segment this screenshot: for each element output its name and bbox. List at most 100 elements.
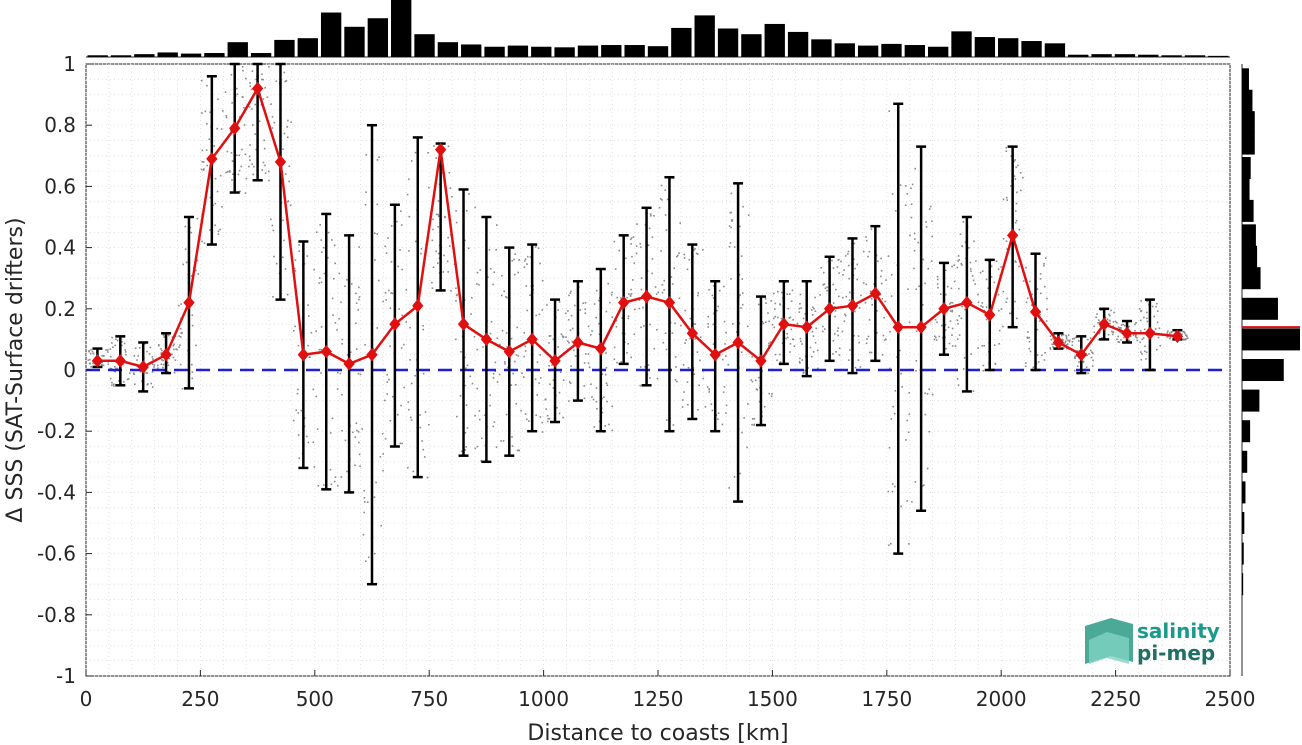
scatter-point xyxy=(526,309,529,312)
scatter-point xyxy=(1116,338,1118,341)
scatter-point xyxy=(420,247,423,250)
scatter-point xyxy=(526,418,528,421)
scatter-point xyxy=(1026,297,1029,300)
scatter-point xyxy=(222,110,224,112)
scatter-point xyxy=(853,334,855,337)
scatter-point xyxy=(272,229,275,232)
scatter-point xyxy=(739,472,741,475)
x-tick-label: 2250 xyxy=(1090,687,1141,711)
scatter-point xyxy=(856,263,859,266)
scatter-point xyxy=(261,73,263,76)
scatter-point xyxy=(1022,176,1024,179)
scatter-point xyxy=(168,357,171,360)
scatter-point xyxy=(799,337,802,340)
scatter-point xyxy=(287,119,289,122)
scatter-point xyxy=(770,395,773,398)
scatter-point xyxy=(649,323,651,326)
scatter-point xyxy=(136,359,138,361)
scatter-point xyxy=(449,187,452,189)
scatter-point xyxy=(1002,290,1005,293)
scatter-point xyxy=(883,316,885,319)
scatter-point xyxy=(961,245,963,248)
scatter-point xyxy=(1020,189,1022,192)
scatter-point xyxy=(479,269,482,271)
scatter-point xyxy=(704,406,707,408)
scatter-point xyxy=(665,348,668,351)
scatter-point xyxy=(307,344,309,347)
scatter-point xyxy=(1123,336,1125,339)
scatter-point xyxy=(1117,335,1120,338)
scatter-point xyxy=(396,413,399,416)
scatter-point xyxy=(838,354,841,356)
scatter-point xyxy=(951,301,954,304)
scatter-point xyxy=(435,157,437,159)
scatter-point xyxy=(241,148,243,151)
scatter-point xyxy=(407,466,409,469)
scatter-point xyxy=(151,356,154,358)
scatter-point xyxy=(699,336,702,339)
scatter-point xyxy=(473,335,476,338)
scatter-point xyxy=(890,418,893,420)
scatter-point xyxy=(189,226,192,229)
scatter-point xyxy=(495,224,498,226)
x-tick-label: 250 xyxy=(181,687,219,711)
scatter-point xyxy=(764,297,767,300)
scatter-point xyxy=(629,295,632,297)
scatter-point xyxy=(1053,338,1055,341)
scatter-point xyxy=(1155,305,1157,308)
data-point xyxy=(846,298,859,313)
data-point xyxy=(274,155,287,169)
y-tick-label: 0.2 xyxy=(44,297,76,321)
scatter-point xyxy=(1005,301,1008,303)
top-histogram-bar xyxy=(624,45,645,57)
scatter-point xyxy=(987,287,989,290)
scatter-point xyxy=(661,284,664,286)
top-histogram-bar xyxy=(601,45,622,57)
scatter-point xyxy=(688,258,691,261)
scatter-point xyxy=(1099,309,1102,311)
scatter-point xyxy=(334,321,337,324)
data-point xyxy=(961,295,973,310)
scatter-point xyxy=(180,332,183,334)
scatter-point xyxy=(162,366,164,369)
scatter-point xyxy=(261,169,264,171)
scatter-point xyxy=(1025,301,1028,304)
scatter-point xyxy=(768,320,771,323)
scatter-point xyxy=(773,317,775,320)
scatter-point xyxy=(490,321,493,323)
scatter-point xyxy=(428,186,430,189)
scatter-point xyxy=(474,206,476,209)
scatter-point xyxy=(774,353,777,356)
scatter-point xyxy=(561,335,564,337)
scatter-point xyxy=(355,348,358,350)
scatter-point xyxy=(1139,319,1142,322)
y-tick-label: 0.6 xyxy=(44,174,76,198)
side-histogram-bar xyxy=(1242,157,1251,180)
scatter-point xyxy=(503,361,506,363)
scatter-point xyxy=(906,419,908,422)
scatter-point xyxy=(539,262,541,265)
scatter-point xyxy=(982,306,984,308)
scatter-point xyxy=(571,340,574,343)
scatter-point xyxy=(365,560,367,562)
scatter-point xyxy=(968,247,970,249)
scatter-point xyxy=(977,301,980,304)
side-histogram-bar xyxy=(1242,245,1258,268)
scatter-point xyxy=(306,255,309,257)
scatter-point xyxy=(973,240,975,243)
scatter-point xyxy=(1141,338,1144,341)
scatter-point xyxy=(961,264,963,266)
scatter-point xyxy=(1116,322,1118,324)
scatter-point xyxy=(857,359,860,361)
scatter-point xyxy=(344,285,346,287)
scatter-point xyxy=(408,250,410,252)
scatter-point xyxy=(638,299,641,301)
scatter-point xyxy=(427,152,429,154)
scatter-point xyxy=(1024,365,1027,368)
scatter-point xyxy=(327,256,329,259)
scatter-point xyxy=(730,219,733,222)
scatter-point xyxy=(283,132,286,135)
scatter-point xyxy=(961,305,963,308)
scatter-point xyxy=(216,127,218,130)
scatter-point xyxy=(730,192,733,195)
